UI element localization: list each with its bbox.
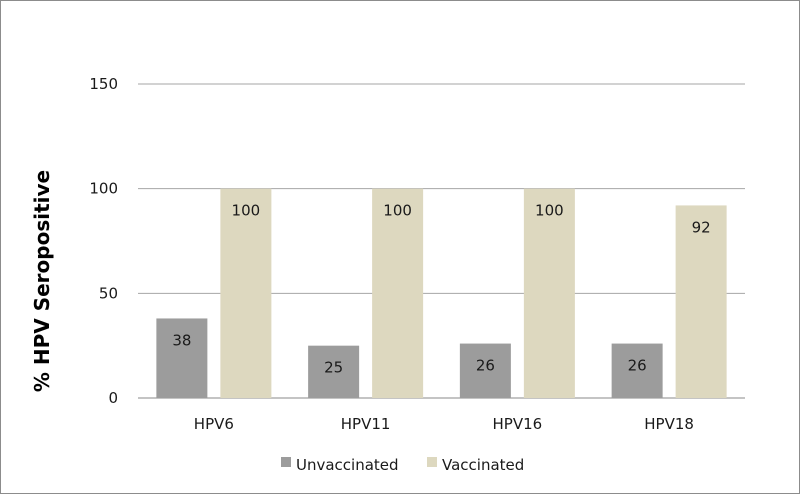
bar-vaccinated-hpv16	[523, 188, 575, 398]
bar-vaccinated-hpv6	[220, 188, 272, 398]
y-axis-ticks: 0 50 100 150	[89, 75, 118, 407]
bar-unvaccinated-hpv11	[308, 345, 360, 398]
y-tick-label: 150	[89, 75, 118, 93]
legend-swatch-vaccinated	[427, 457, 437, 467]
y-axis-title: % HPV Seropositive	[30, 170, 54, 392]
bar-unvaccinated-hpv18	[611, 343, 663, 398]
bar-unvaccinated-hpv16	[459, 343, 511, 398]
legend: Unvaccinated Vaccinated	[281, 456, 524, 474]
data-label: 26	[476, 357, 495, 375]
bars: 38 100 25 100 26 100 26 92	[156, 188, 727, 398]
bar-vaccinated-hpv11	[372, 188, 424, 398]
y-tick-label: 0	[108, 389, 118, 407]
x-category-label: HPV11	[341, 415, 391, 433]
x-category-label: HPV18	[644, 415, 694, 433]
y-tick-label: 100	[89, 180, 118, 198]
legend-label-vaccinated: Vaccinated	[442, 456, 524, 474]
data-label: 38	[172, 331, 191, 349]
legend-swatch-unvaccinated	[281, 457, 291, 467]
x-axis-categories: HPV6 HPV11 HPV16 HPV18	[194, 415, 694, 433]
legend-label-unvaccinated: Unvaccinated	[296, 456, 399, 474]
data-label: 26	[628, 357, 647, 375]
bar-unvaccinated-hpv6	[156, 318, 208, 398]
data-label: 100	[383, 202, 412, 220]
data-label: 25	[324, 359, 343, 377]
x-category-label: HPV16	[493, 415, 543, 433]
x-category-label: HPV6	[194, 415, 234, 433]
y-tick-label: 50	[99, 284, 118, 302]
bar-vaccinated-hpv18	[675, 205, 727, 398]
data-label: 92	[692, 218, 711, 236]
data-label: 100	[535, 202, 564, 220]
data-label: 100	[232, 202, 261, 220]
